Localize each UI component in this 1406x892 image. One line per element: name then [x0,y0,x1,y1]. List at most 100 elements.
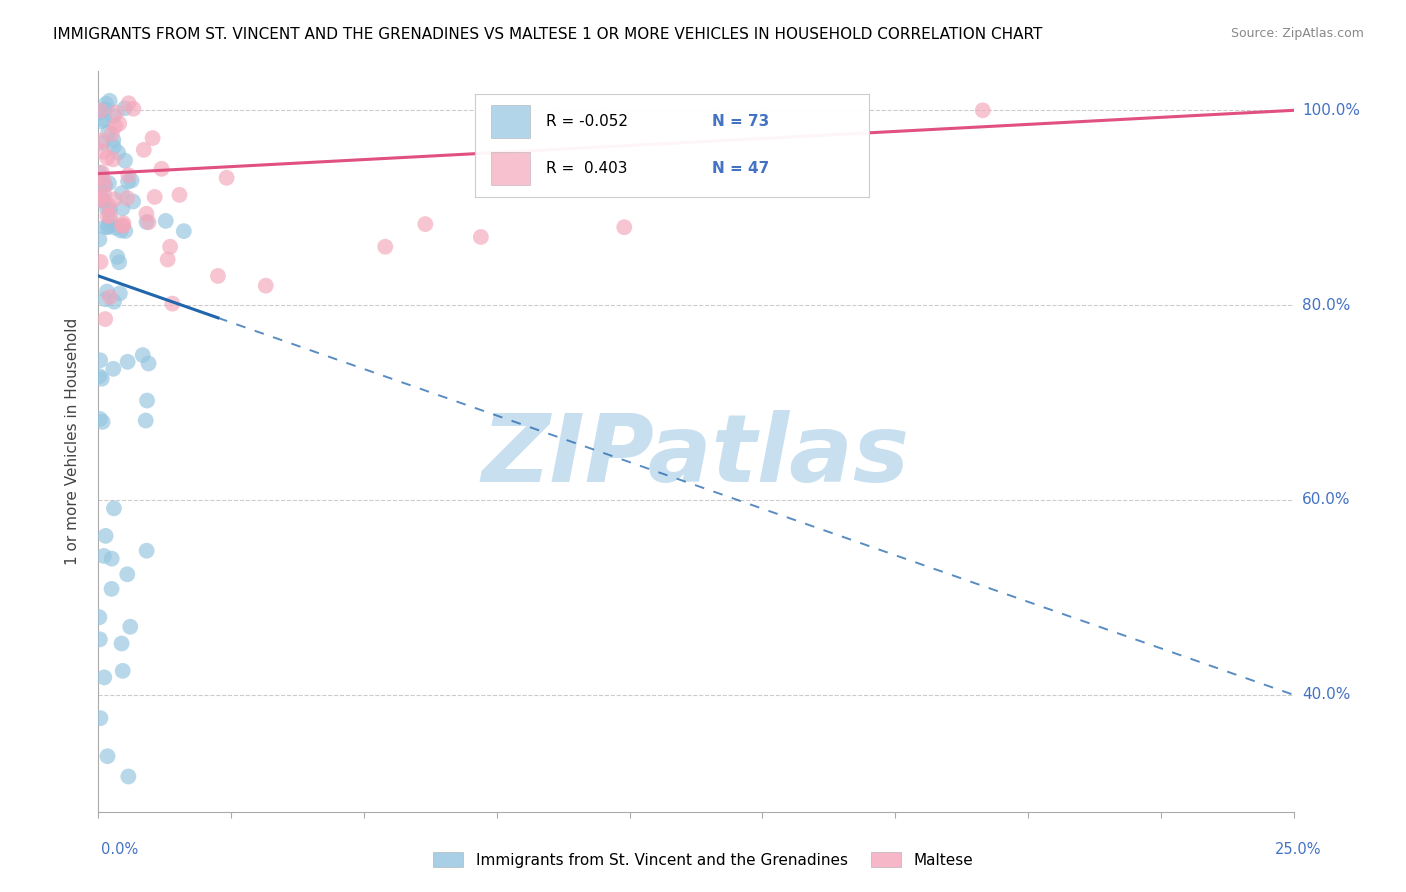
Point [162,296,184,310]
Point [103,361,125,376]
Point [98,213,121,227]
Point [105,105,128,120]
Point [91,145,114,159]
Point [97,125,120,139]
Point [94,97,117,112]
Point [93,670,115,684]
Point [93,112,115,127]
Point [159,240,181,254]
Point [91,165,114,179]
Point [117,355,139,369]
Point [122,102,145,116]
Point [115,191,138,205]
Y-axis label: 1 or more Vehicles in Household: 1 or more Vehicles in Household [65,318,80,566]
Point [374,240,396,254]
Point [135,215,157,229]
Point [142,131,165,145]
Point [156,252,179,267]
Point [135,543,157,558]
Point [89,232,111,246]
Point [108,286,131,301]
Point [131,348,153,362]
Point [100,582,122,596]
Point [114,101,136,115]
Point [112,216,135,230]
Point [103,192,125,206]
Point [111,664,134,678]
Point [89,632,111,647]
Point [97,198,120,212]
Point [254,278,277,293]
Point [132,143,155,157]
Point [90,134,112,148]
Text: ZIPatlas: ZIPatlas [482,410,910,502]
Point [104,220,127,235]
Point [100,551,122,566]
Point [98,219,121,233]
Point [89,369,111,384]
Point [89,610,111,624]
Point [103,109,125,123]
Point [117,770,139,784]
Point [136,393,159,408]
Point [90,103,112,118]
Point [89,193,111,207]
Point [114,153,136,168]
Point [122,194,145,209]
Point [89,711,111,725]
Text: 40.0%: 40.0% [1302,688,1350,702]
Text: 80.0%: 80.0% [1302,298,1350,313]
Point [89,192,111,206]
Point [155,214,177,228]
Point [101,127,124,141]
Point [90,188,112,202]
Point [169,187,191,202]
Point [94,178,117,192]
Point [103,294,125,309]
Point [103,501,125,516]
Point [93,188,115,202]
Point [91,136,114,150]
Point [96,749,118,764]
Point [117,168,139,182]
Point [89,192,111,206]
Legend: Immigrants from St. Vincent and the Grenadines, Maltese: Immigrants from St. Vincent and the Gren… [427,846,979,873]
Point [105,250,128,264]
Point [94,220,117,235]
Point [173,224,195,238]
Point [415,217,437,231]
Point [117,96,139,111]
Point [98,290,121,304]
Point [96,202,118,216]
Point [94,292,117,306]
Point [972,103,994,118]
Point [91,171,114,186]
Point [98,202,121,217]
Point [89,166,111,180]
Point [111,202,134,216]
Point [112,219,135,233]
Point [97,220,120,235]
Point [90,255,112,269]
Point [138,215,160,229]
Point [103,133,125,147]
Point [138,356,160,370]
Point [96,209,118,223]
Text: Source: ZipAtlas.com: Source: ZipAtlas.com [1230,27,1364,40]
Point [135,413,157,427]
Point [90,372,112,386]
Point [101,153,124,167]
Point [121,173,143,187]
Point [89,183,111,197]
Point [117,175,139,189]
Point [91,415,114,429]
Point [98,94,121,108]
Point [207,268,229,283]
Point [97,176,120,190]
Text: IMMIGRANTS FROM ST. VINCENT AND THE GRENADINES VS MALTESE 1 OR MORE VEHICLES IN : IMMIGRANTS FROM ST. VINCENT AND THE GREN… [53,27,1043,42]
Point [90,114,112,128]
Text: 0.0%: 0.0% [101,842,138,856]
Text: 60.0%: 60.0% [1302,492,1350,508]
Text: 100.0%: 100.0% [1302,103,1360,118]
Point [110,636,132,650]
